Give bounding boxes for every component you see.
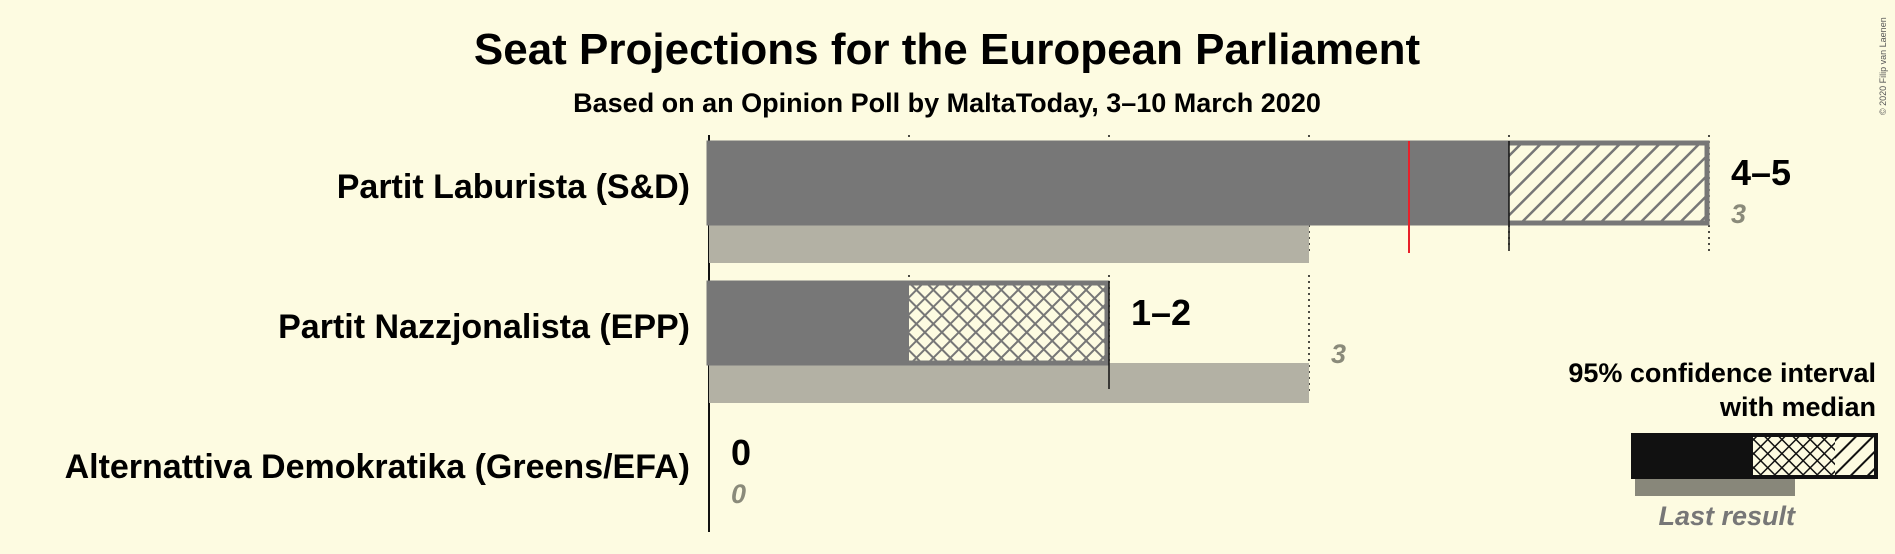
range-label: 1–2 [1131, 292, 1191, 333]
copyright-notice: © 2020 Filip van Laenen [1878, 17, 1888, 115]
bars-group [706, 140, 1710, 403]
legend-title-line1: 95% confidence interval [1568, 358, 1876, 388]
legend-bar-outline [1631, 433, 1878, 479]
labels-group: Partit Laburista (S&D) 4–5 3 Partit Nazzjon… [65, 152, 1792, 509]
projection-bar-outline [706, 140, 1710, 226]
last-result-label: 0 [731, 479, 746, 509]
projection-bar-crosshatch [909, 281, 1109, 365]
last-result-label: 3 [1731, 199, 1746, 229]
chart-subtitle: Based on an Opinion Poll by MaltaToday, … [573, 88, 1321, 118]
last-result-bar [709, 363, 1309, 403]
projection-bar-solid [709, 141, 1509, 225]
range-label: 0 [731, 432, 751, 473]
legend-last-result-label: Last result [1658, 501, 1796, 531]
projection-bar-diagonal [1509, 141, 1709, 225]
party-label: Partit Nazzjonalista (EPP) [278, 308, 690, 346]
legend-diagonal-bar [1835, 435, 1876, 477]
last-result-label: 3 [1331, 339, 1346, 369]
legend-crosshatch-bar [1753, 435, 1835, 477]
projection-bar-solid [709, 281, 909, 365]
last-result-bar [709, 223, 1309, 263]
chart-title: Seat Projections for the European Parlia… [474, 25, 1421, 74]
party-label: Partit Laburista (S&D) [337, 168, 690, 206]
legend-solid-bar [1633, 435, 1753, 477]
legend: 95% confidence interval with median Last… [1568, 358, 1878, 531]
projection-bar-outline [706, 280, 1110, 366]
party-label: Alternattiva Demokratika (Greens/EFA) [65, 448, 690, 486]
range-label: 4–5 [1731, 152, 1791, 193]
legend-title-line2: with median [1719, 392, 1876, 422]
